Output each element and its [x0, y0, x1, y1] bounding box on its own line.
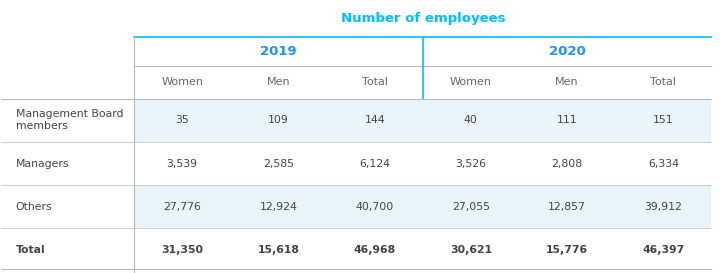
Text: Men: Men	[266, 78, 290, 87]
Text: 46,397: 46,397	[642, 245, 685, 255]
Text: 30,621: 30,621	[450, 245, 492, 255]
Text: Total: Total	[361, 78, 387, 87]
Text: 12,857: 12,857	[548, 202, 586, 212]
Text: 144: 144	[364, 115, 385, 125]
Text: Men: Men	[555, 78, 579, 87]
Text: Others: Others	[16, 202, 53, 212]
Bar	[134, 185, 711, 229]
Text: Women: Women	[450, 78, 492, 87]
Text: 6,124: 6,124	[359, 159, 390, 168]
Text: 31,350: 31,350	[161, 245, 203, 255]
Text: Management Board
members: Management Board members	[16, 109, 123, 131]
Text: 111: 111	[557, 115, 577, 125]
Text: 46,968: 46,968	[354, 245, 396, 255]
Text: 6,334: 6,334	[648, 159, 679, 168]
Text: 12,924: 12,924	[259, 202, 297, 212]
Text: 40,700: 40,700	[356, 202, 394, 212]
Text: Total: Total	[16, 245, 45, 255]
Text: 15,618: 15,618	[258, 245, 300, 255]
Text: Managers: Managers	[16, 159, 69, 168]
Text: 2,808: 2,808	[552, 159, 582, 168]
Text: 40: 40	[464, 115, 478, 125]
Text: 2020: 2020	[549, 45, 585, 58]
Text: 35: 35	[175, 115, 189, 125]
Text: 2,585: 2,585	[263, 159, 294, 168]
Text: Women: Women	[161, 78, 203, 87]
Text: 3,539: 3,539	[167, 159, 198, 168]
Bar	[134, 99, 711, 142]
Text: 2019: 2019	[260, 45, 297, 58]
Text: Number of employees: Number of employees	[341, 13, 505, 25]
Text: 109: 109	[268, 115, 289, 125]
Text: 27,055: 27,055	[452, 202, 490, 212]
Text: 15,776: 15,776	[546, 245, 588, 255]
Text: 151: 151	[653, 115, 674, 125]
Text: 39,912: 39,912	[644, 202, 683, 212]
Text: 27,776: 27,776	[163, 202, 201, 212]
Text: 3,526: 3,526	[455, 159, 487, 168]
Text: Total: Total	[650, 78, 676, 87]
